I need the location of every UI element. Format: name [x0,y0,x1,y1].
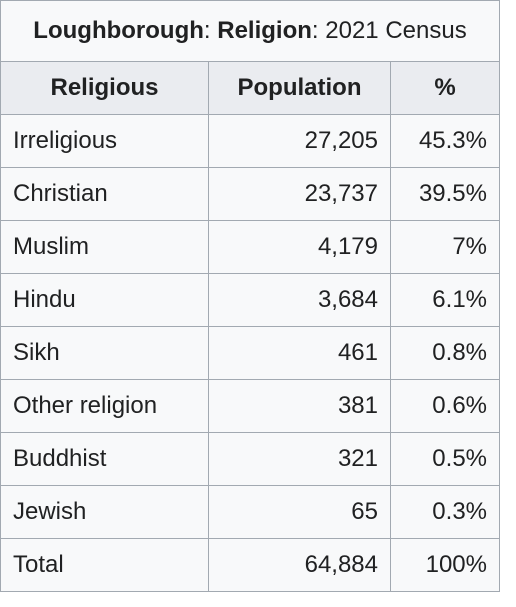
caption-source: 2021 Census [325,17,467,44]
population-cell: 4,179 [208,220,391,274]
total-percent-cell: 100% [390,538,500,592]
percent-cell: 0.6% [390,379,500,433]
percent-cell: 45.3% [390,114,500,168]
percent-cell: 0.3% [390,485,500,539]
percent-cell: 39.5% [390,167,500,221]
religion-cell: Muslim [0,220,209,274]
total-row: Total 64,884 100% [0,538,500,592]
religion-cell: Irreligious [0,114,209,168]
total-label-cell: Total [0,538,209,592]
percent-cell: 0.5% [390,432,500,486]
population-cell: 461 [208,326,391,380]
religion-cell: Other religion [0,379,209,433]
religion-cell: Christian [0,167,209,221]
percent-cell: 6.1% [390,273,500,327]
column-header-percent: % [390,61,500,115]
table-row: Jewish 65 0.3% [0,485,500,539]
table-row: Buddhist 321 0.5% [0,432,500,486]
religion-cell: Sikh [0,326,209,380]
religion-cell: Hindu [0,273,209,327]
table-caption: Loughborough: Religion: 2021 Census [0,0,500,61]
header-row: Religious Population % [0,61,500,115]
table-row: Christian 23,737 39.5% [0,167,500,221]
percent-cell: 7% [390,220,500,274]
column-header-religion: Religious [0,61,209,115]
religion-table: Loughborough: Religion: 2021 Census Reli… [0,0,500,592]
population-cell: 65 [208,485,391,539]
percent-cell: 0.8% [390,326,500,380]
religion-cell: Buddhist [0,432,209,486]
population-cell: 23,737 [208,167,391,221]
caption-place: Loughborough [33,17,204,44]
table-row: Sikh 461 0.8% [0,326,500,380]
column-header-population: Population [208,61,391,115]
table-row: Hindu 3,684 6.1% [0,273,500,327]
table-row: Other religion 381 0.6% [0,379,500,433]
population-cell: 321 [208,432,391,486]
religion-cell: Jewish [0,485,209,539]
religion-table-container: Loughborough: Religion: 2021 Census Reli… [0,0,500,592]
population-cell: 3,684 [208,273,391,327]
caption-separator: : [203,17,218,44]
table-row: Irreligious 27,205 45.3% [0,114,500,168]
table-row: Muslim 4,179 7% [0,220,500,274]
population-cell: 381 [208,379,391,433]
caption-topic: Religion [217,17,312,44]
total-population-cell: 64,884 [208,538,391,592]
population-cell: 27,205 [208,114,391,168]
caption-separator: : [311,17,326,44]
